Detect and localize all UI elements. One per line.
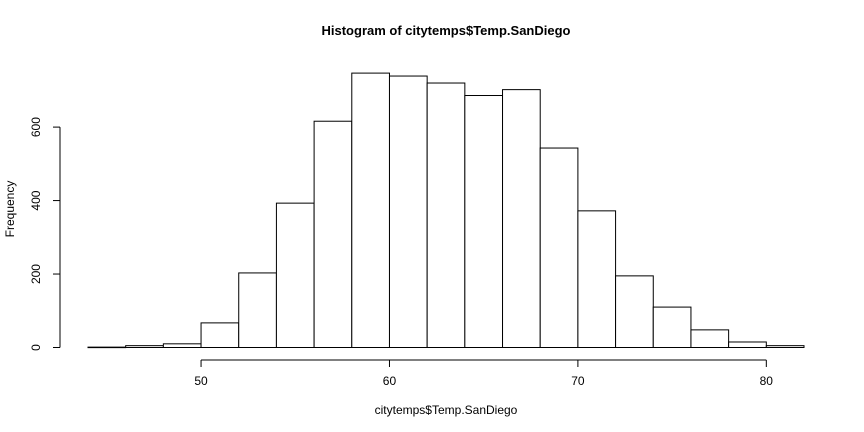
y-tick-label: 400 <box>29 190 43 210</box>
histogram-bar <box>426 82 466 349</box>
histogram-bar <box>200 322 240 349</box>
histogram-bar <box>238 272 277 348</box>
y-axis-label: Frequency <box>3 181 17 238</box>
histogram-bar <box>162 343 202 348</box>
histogram-bar <box>125 345 164 348</box>
histogram-bar <box>728 341 767 348</box>
x-axis-label: citytemps$Temp.SanDiego <box>375 403 518 417</box>
x-tick-label: 60 <box>383 374 397 388</box>
histogram-bar <box>577 210 617 348</box>
histogram-bar <box>87 346 127 349</box>
x-tick-label: 80 <box>760 374 774 388</box>
y-tick-label: 600 <box>29 117 43 137</box>
y-tick-label: 0 <box>29 344 43 351</box>
y-axis: 0 200 400 600 <box>29 117 61 351</box>
y-tick-label: 200 <box>29 264 43 284</box>
histogram-bar <box>539 147 579 348</box>
histogram-bar <box>765 345 805 348</box>
histogram-bar <box>615 275 654 348</box>
x-axis: 50 60 70 80 <box>194 359 774 388</box>
histogram-bar <box>502 89 541 349</box>
histogram-bar <box>313 120 353 348</box>
bars-group <box>87 72 805 349</box>
x-tick-label: 70 <box>571 374 585 388</box>
histogram-bar <box>690 329 730 349</box>
histogram-bar <box>652 306 692 348</box>
histogram-bar <box>275 202 315 348</box>
histogram-bar <box>388 75 428 348</box>
histogram-bar <box>464 95 504 348</box>
histogram-bar <box>351 72 390 349</box>
chart-title: Histogram of citytemps$Temp.SanDiego <box>322 23 571 38</box>
x-tick-label: 50 <box>194 374 208 388</box>
